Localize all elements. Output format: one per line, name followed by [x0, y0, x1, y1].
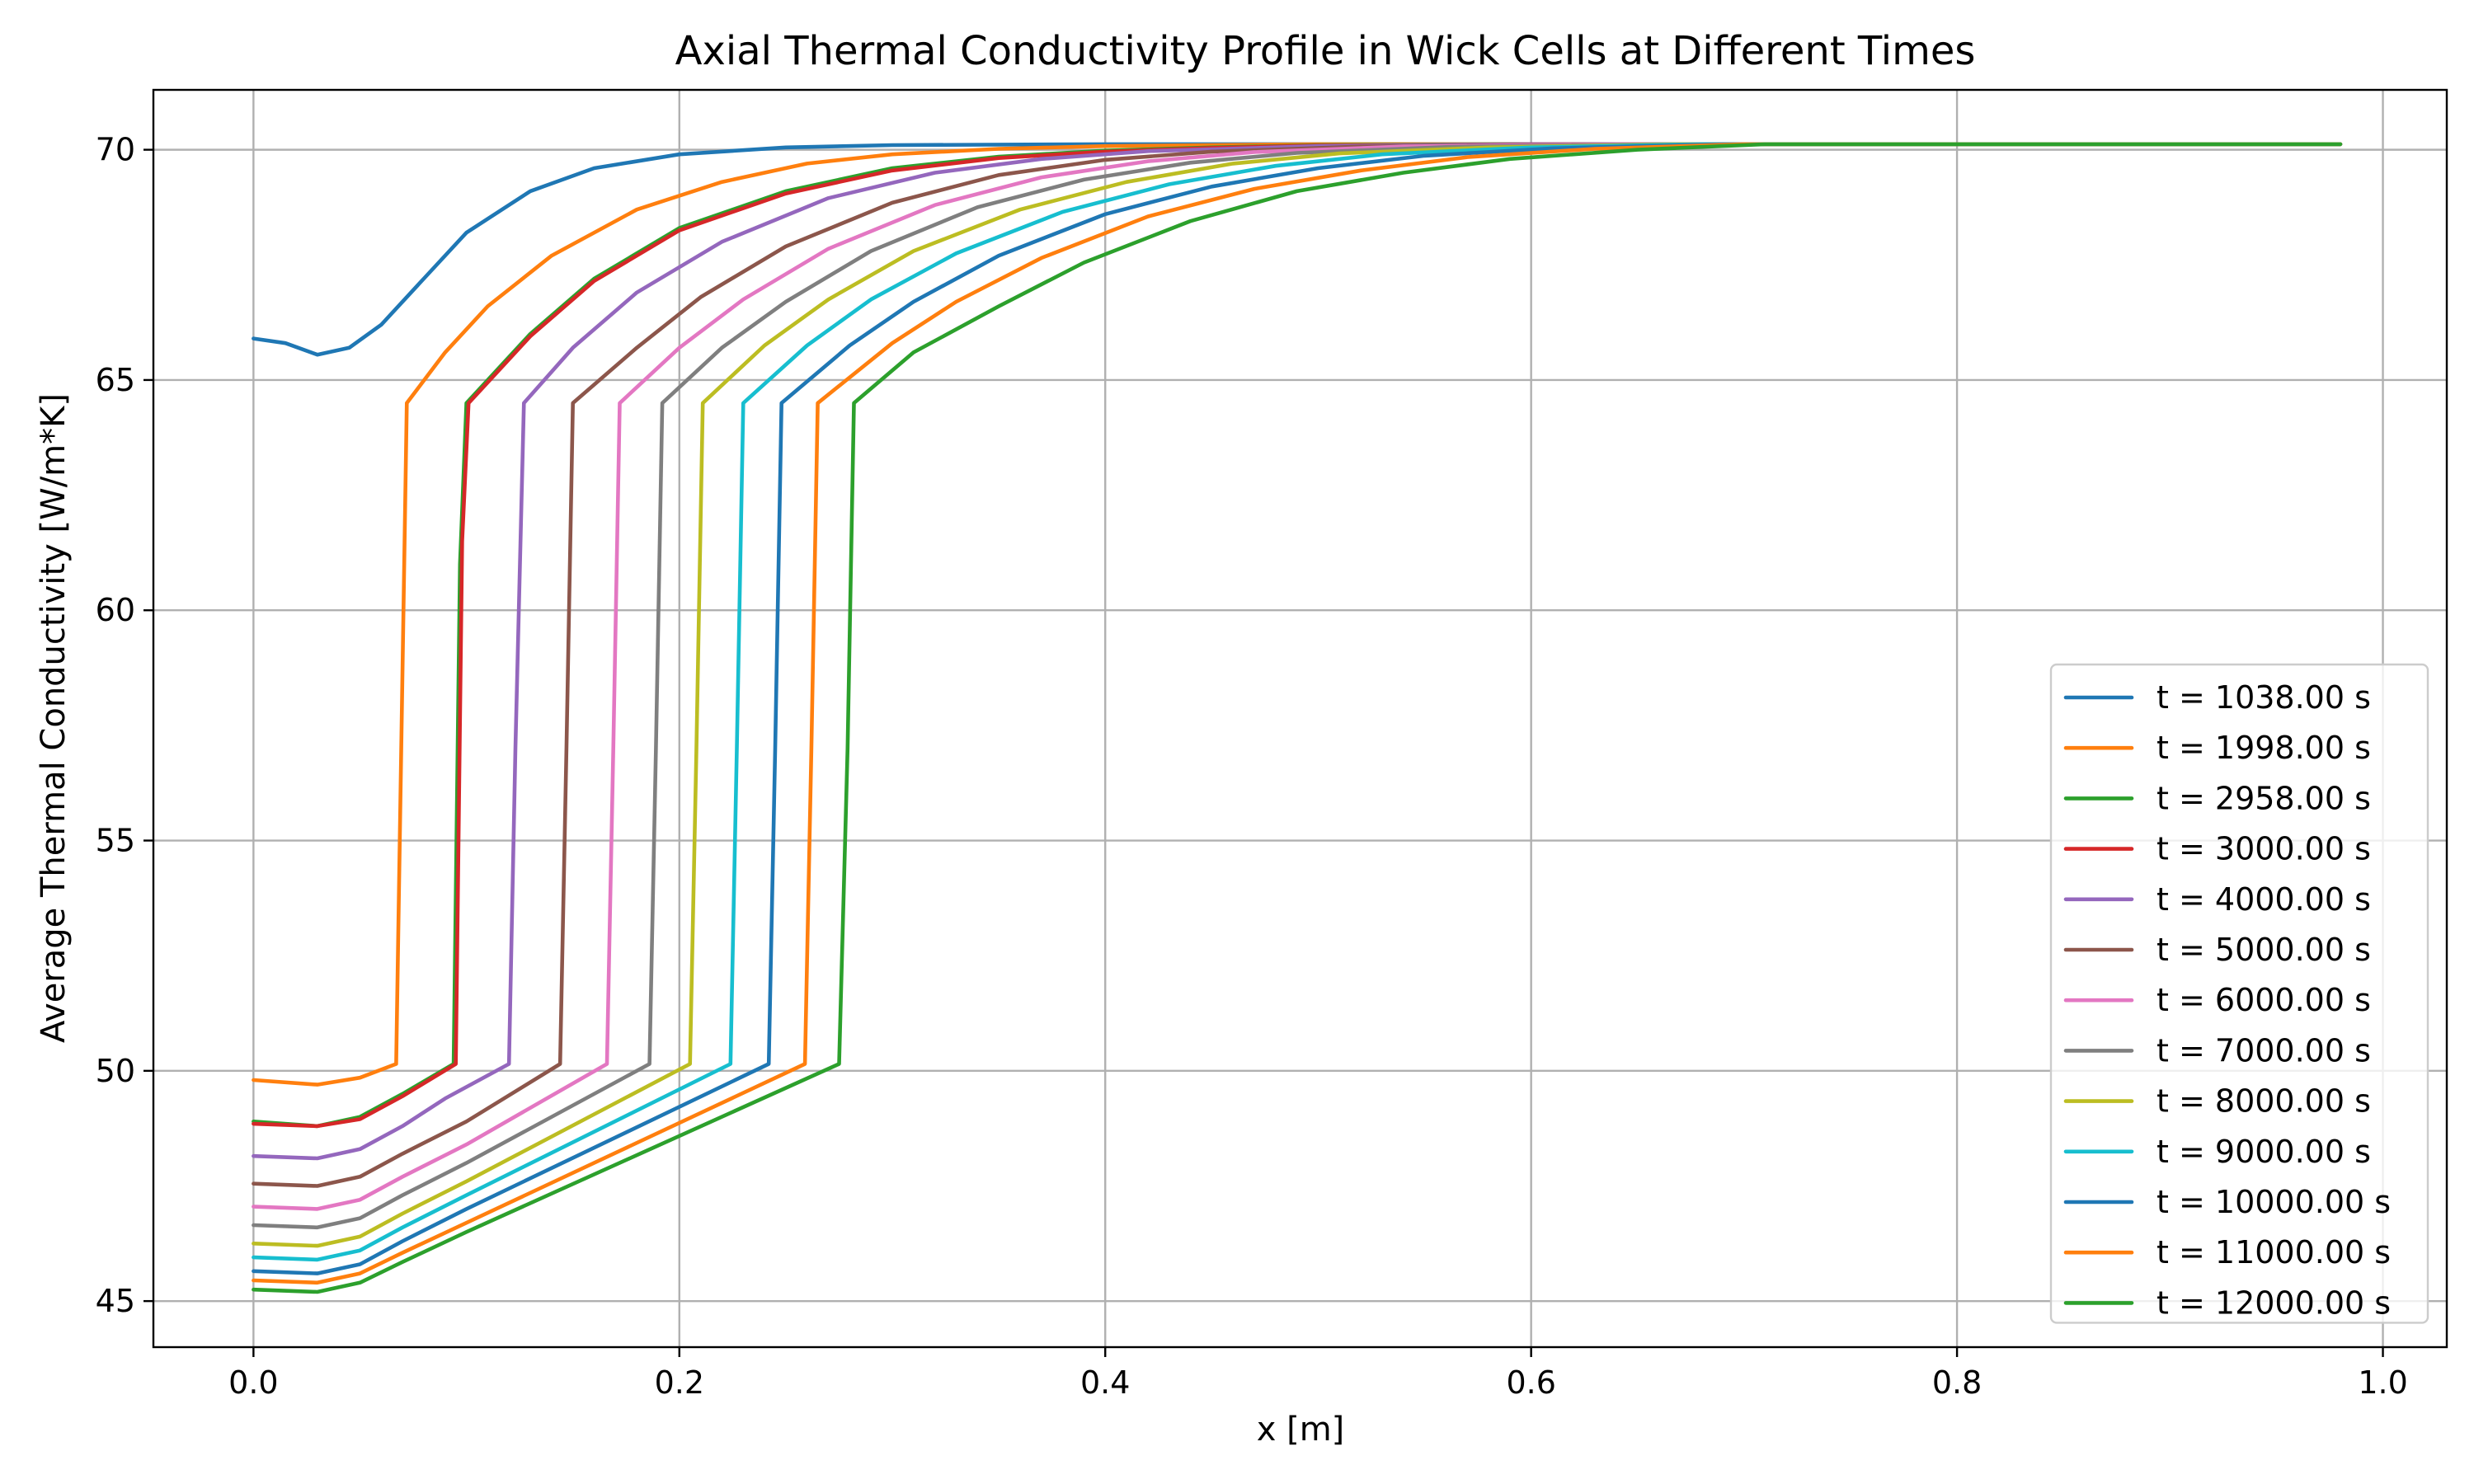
- tick-layer: 0.0 0.2 0.4 0.6 0.8 1.0 45 50 55 60 65 70: [96, 132, 2408, 1401]
- legend-entry: t = 1998.00 s: [2157, 730, 2371, 766]
- legend-entry: t = 7000.00 s: [2157, 1032, 2371, 1068]
- legend-entry: t = 4000.00 s: [2157, 881, 2371, 918]
- y-tick-label: 55: [96, 823, 135, 859]
- series-line-9: [252, 142, 2343, 1248]
- x-tick-label: 0.6: [1506, 1364, 1555, 1401]
- series-line-6: [252, 142, 2343, 1188]
- x-tick-label: 0.2: [655, 1364, 704, 1401]
- y-tick-label: 45: [96, 1283, 135, 1319]
- series-layer: [252, 142, 2343, 1294]
- legend-entry: t = 1038.00 s: [2157, 679, 2371, 716]
- series-line-8: [252, 142, 2343, 1230]
- legend-entry: t = 6000.00 s: [2157, 982, 2371, 1018]
- series-line-13: [252, 142, 2343, 1294]
- legend-entry: t = 5000.00 s: [2157, 932, 2371, 968]
- legend-entry: t = 3000.00 s: [2157, 831, 2371, 867]
- chart-title: Axial Thermal Conductivity Profile in Wi…: [675, 28, 1976, 74]
- legend-entry: t = 10000.00 s: [2157, 1184, 2391, 1220]
- series-line-2: [252, 142, 2343, 1087]
- legend-box: [2049, 663, 2429, 1324]
- x-axis-label: x [m]: [1257, 1411, 1345, 1449]
- x-tick-label: 0.4: [1080, 1364, 1130, 1401]
- y-axis-label: Average Thermal Conductivity [W/m*K]: [35, 393, 73, 1043]
- series-line-5: [252, 142, 2343, 1161]
- x-tick-label: 0.8: [1932, 1364, 1982, 1401]
- x-tick-label: 0.0: [228, 1364, 278, 1401]
- y-tick-label: 60: [96, 592, 135, 628]
- y-tick-label: 50: [96, 1053, 135, 1089]
- series-line-10: [252, 142, 2343, 1262]
- series-line-12: [252, 142, 2343, 1285]
- plot-frame: [152, 88, 2448, 1349]
- legend-entry: t = 2958.00 s: [2157, 780, 2371, 816]
- legend-entry: t = 11000.00 s: [2157, 1234, 2391, 1270]
- x-tick-label: 1.0: [2358, 1364, 2407, 1401]
- legend: t = 1038.00 s t = 1998.00 s t = 2958.00 s t…: [2049, 663, 2429, 1324]
- legend-entry: t = 12000.00 s: [2157, 1284, 2391, 1321]
- legend-entry: t = 9000.00 s: [2157, 1134, 2371, 1170]
- series-line-7: [252, 142, 2343, 1211]
- y-tick-label: 70: [96, 132, 135, 168]
- y-tick-label: 65: [96, 362, 135, 398]
- series-line-11: [252, 142, 2343, 1275]
- legend-entry: t = 8000.00 s: [2157, 1083, 2371, 1120]
